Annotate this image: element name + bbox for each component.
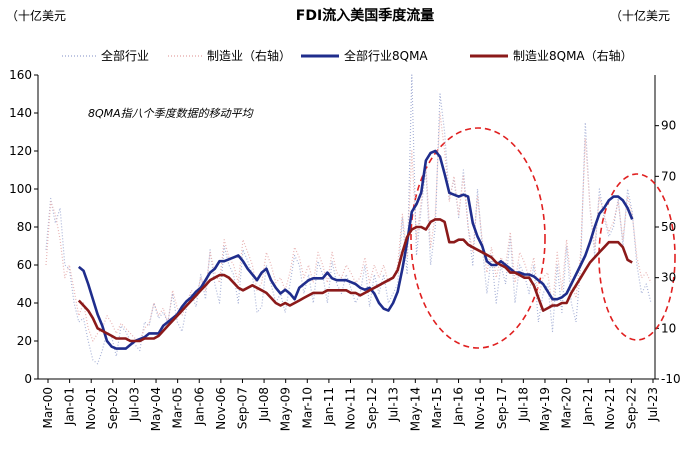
x-axis-tick-label: Nov-16 <box>473 387 487 430</box>
x-axis-tick-label: Sep-02 <box>106 387 120 429</box>
right-axis-tick-label: 70 <box>661 169 676 183</box>
left-axis-tick-label: 160 <box>9 68 32 82</box>
x-axis-tick-label: Jan-06 <box>192 387 206 426</box>
x-axis-tick-label: Jul-13 <box>387 387 401 422</box>
left-axis-tick-label: 0 <box>24 372 32 386</box>
x-axis-tick-label: Nov-01 <box>84 387 98 430</box>
series-line-3 <box>77 218 633 343</box>
x-axis-tick-label: Sep-12 <box>365 387 379 429</box>
left-axis-tick-label: 140 <box>9 106 32 120</box>
highlight-ellipses <box>410 127 676 349</box>
x-axis-tick-label: Jan-16 <box>452 387 466 426</box>
x-axis-tick-label: Mar-05 <box>171 387 185 428</box>
right-axis-tick-label: -10 <box>661 372 681 386</box>
left-axis-tick-label: 120 <box>9 144 32 158</box>
right-axis-tick-label: 10 <box>661 321 676 335</box>
legend-label-all-industries: 全部行业 <box>101 48 149 63</box>
x-axis-tick-label: Mar-15 <box>430 387 444 428</box>
highlight-ellipse-2016 <box>410 127 546 349</box>
x-axis-tick-label: Jan-21 <box>581 387 595 426</box>
right-axis-tick-label: 30 <box>661 271 676 285</box>
chart-title: FDI流入美国季度流量 <box>296 7 434 24</box>
series-line-1 <box>45 112 652 342</box>
x-axis-tick-label: Sep-07 <box>235 387 249 429</box>
series-line-2 <box>77 149 634 350</box>
plot-frame <box>34 74 659 383</box>
x-axis-tick-label: Jul-03 <box>127 387 141 422</box>
left-axis-tick-label: 80 <box>17 220 32 234</box>
left-axis-tick-label: 40 <box>17 296 32 310</box>
x-axis-tick-label: Jul-08 <box>257 387 271 422</box>
x-axis-tick-label: Mar-00 <box>41 387 55 428</box>
x-axis-tick-label: Sep-17 <box>495 387 509 429</box>
x-axis-tick-label: Jan-01 <box>63 387 77 426</box>
legend-label-manufacturing: 制造业（右轴） <box>207 48 291 63</box>
x-axis-tick-label: Mar-20 <box>560 387 574 428</box>
series-lines <box>45 74 652 365</box>
x-axis-tick-label: Jul-23 <box>646 387 660 422</box>
highlight-ellipse-2022 <box>598 173 676 341</box>
x-axis-tick-label: Nov-11 <box>344 387 358 430</box>
legend-label-manufacturing-8qma: 制造业8QMA（右轴） <box>513 48 633 63</box>
x-axis-tick-label: Sep-22 <box>624 387 638 429</box>
x-axis-tick-label: May-09 <box>279 387 293 431</box>
x-axis-tick-label: Nov-21 <box>603 387 617 430</box>
x-axis-tick-label: Jul-18 <box>516 387 530 422</box>
x-axis-tick-label: May-04 <box>149 387 163 431</box>
legend-label-all-industries-8qma: 全部行业8QMA <box>344 48 428 63</box>
x-axis-tick-label: Nov-06 <box>214 387 228 430</box>
x-axis-tick-label: May-19 <box>538 387 552 431</box>
x-axis-tick-label: May-14 <box>408 387 422 431</box>
right-axis-tick-label: 90 <box>661 119 676 133</box>
chart-note: 8QMA指八个季度数据的移动平均 <box>88 107 255 120</box>
x-axis-tick-label: Mar-10 <box>300 387 314 428</box>
right-axis-tick-label: 50 <box>661 220 676 234</box>
left-axis-tick-label: 100 <box>9 182 32 196</box>
axis-labels: 0 20 40 60 80 100 120 140 160 -10 10 30 50 70 90 Mar-00… <box>9 68 681 431</box>
x-axis-tick-label: Jan-11 <box>322 387 336 426</box>
left-axis-tick-label: 60 <box>17 258 32 272</box>
left-axis-tick-label: 20 <box>17 334 32 348</box>
legend: 全部行业 制造业（右轴） 全部行业8QMA 制造业8QMA（右轴） <box>62 48 633 63</box>
left-axis-unit: （十亿美元 <box>6 8 66 23</box>
right-axis-unit: （十亿美元 <box>610 8 670 23</box>
